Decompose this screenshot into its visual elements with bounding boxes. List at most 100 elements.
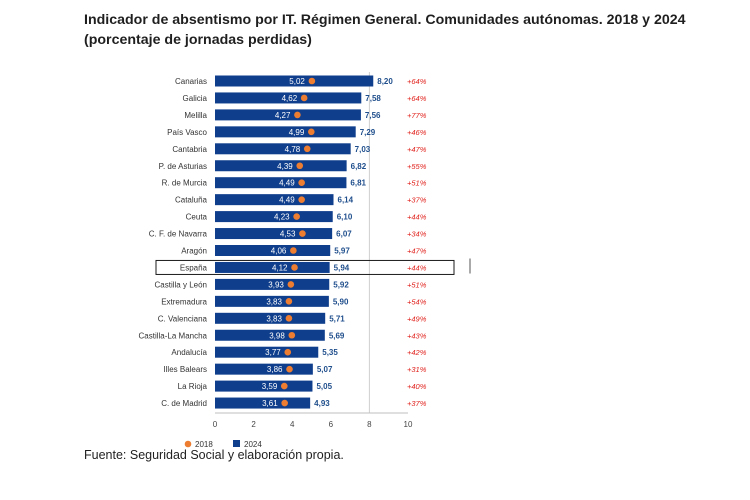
value-label-2024: 5,90 [333, 297, 349, 306]
dot-2018 [298, 196, 305, 203]
bar-2024 [215, 194, 334, 206]
value-label-2018: 4,39 [277, 162, 293, 171]
value-label-2024: 6,07 [336, 230, 352, 239]
category-label: Cataluña [175, 196, 208, 205]
dot-2018 [285, 298, 293, 305]
category-label: C. de Madrid [161, 399, 207, 408]
source-note: Fuente: Seguridad Social y elaboración p… [84, 448, 344, 462]
legend-label-2024: 2024 [244, 440, 262, 449]
dot-2018 [300, 94, 308, 102]
category-label: R. de Murcia [162, 179, 208, 188]
value-label-2018: 3,98 [269, 331, 285, 340]
legend-swatch-2024 [233, 440, 240, 447]
bar-2024 [215, 126, 356, 138]
category-label: C. Valenciana [158, 314, 208, 323]
category-label: C. F. de Navarra [149, 230, 208, 239]
change-label: +47% [407, 145, 427, 154]
dot-2018 [294, 111, 301, 119]
category-label: La Rioja [178, 382, 208, 391]
dot-2018 [308, 128, 315, 136]
bar-2024 [215, 397, 311, 409]
category-label: P. de Asturias [159, 162, 207, 171]
value-label-2024: 7,56 [365, 111, 381, 120]
value-label-2018: 4,27 [275, 111, 291, 120]
bar-2024 [215, 346, 319, 358]
bar-2024 [215, 211, 333, 223]
value-label-2024: 5,35 [322, 348, 338, 357]
x-tick-label: 2 [251, 420, 256, 429]
dot-2018 [288, 331, 296, 339]
x-tick-label: 6 [329, 420, 334, 429]
dot-2018 [303, 145, 311, 153]
value-label-2018: 3,83 [266, 297, 282, 306]
change-label: +37% [407, 399, 427, 408]
value-label-2024: 7,29 [360, 128, 376, 137]
dot-2018 [293, 213, 300, 220]
value-label-2018: 3,86 [267, 365, 283, 374]
value-label-2018: 3,83 [266, 314, 282, 323]
value-label-2018: 3,93 [268, 280, 284, 289]
change-label: +47% [407, 247, 427, 256]
dot-2018 [298, 179, 305, 186]
value-label-2018: 5,02 [289, 77, 305, 86]
value-label-2024: 6,14 [338, 196, 354, 205]
category-label: Castilla y León [155, 280, 207, 289]
change-label: +51% [407, 179, 427, 188]
dot-2018 [299, 230, 306, 237]
change-label: +55% [407, 162, 427, 171]
change-label: +37% [407, 196, 427, 205]
change-label: +64% [407, 94, 427, 103]
highlight-box [155, 259, 455, 275]
change-label: +51% [407, 280, 427, 289]
category-label: Canarias [175, 77, 207, 86]
change-label: +44% [407, 263, 427, 272]
category-label: España [180, 263, 208, 272]
chart-title-line1: Indicador de absentismo por IT. Régimen … [84, 12, 686, 28]
value-label-2018: 4,23 [274, 213, 290, 222]
change-label: +31% [407, 365, 427, 374]
x-tick-label: 0 [213, 420, 218, 429]
bar-2024 [215, 380, 313, 392]
legend-swatch-2018 [184, 440, 192, 448]
bar-2024 [215, 109, 361, 121]
value-label-2018: 3,59 [262, 382, 278, 391]
bar-2024 [215, 160, 347, 172]
value-label-2024: 6,81 [350, 179, 366, 188]
change-label: +42% [407, 348, 427, 357]
value-label-2018: 4,62 [282, 94, 298, 103]
bar-2024 [215, 261, 330, 273]
category-label: Melilla [184, 111, 207, 120]
category-label: Aragón [181, 247, 207, 256]
dot-2018 [280, 382, 288, 390]
value-label-2024: 5,05 [316, 382, 332, 391]
value-label-2024: 5,97 [334, 247, 350, 256]
dot-2018 [284, 348, 292, 356]
change-label: +77% [407, 111, 427, 120]
dot-2018 [308, 77, 316, 85]
category-label: Andalucía [171, 348, 207, 357]
bar-2024 [215, 312, 326, 324]
category-label: Galicia [183, 94, 208, 103]
dot-2018 [296, 162, 304, 170]
change-label: +46% [407, 128, 427, 137]
chart-title-line2: (porcentaje de jornadas perdidas) [84, 32, 312, 48]
value-label-2024: 5,69 [329, 331, 345, 340]
dot-2018 [285, 315, 293, 322]
change-label: +43% [407, 331, 427, 340]
value-label-2024: 5,71 [329, 314, 345, 323]
value-label-2024: 5,92 [333, 280, 349, 289]
value-label-2018: 4,78 [285, 145, 301, 154]
change-label: +49% [407, 314, 427, 323]
bar-2024 [215, 363, 313, 375]
bar-2024 [215, 143, 351, 155]
value-label-2018: 4,49 [279, 196, 295, 205]
value-label-2018: 4,49 [279, 179, 295, 188]
value-label-2018: 4,99 [289, 128, 305, 137]
bar-2024 [215, 295, 329, 307]
value-label-2024: 4,93 [314, 399, 330, 408]
value-label-2018: 4,06 [271, 247, 287, 256]
category-label: Castilla-La Mancha [139, 331, 208, 340]
value-label-2018: 3,77 [265, 348, 281, 357]
dot-2018 [286, 365, 293, 373]
